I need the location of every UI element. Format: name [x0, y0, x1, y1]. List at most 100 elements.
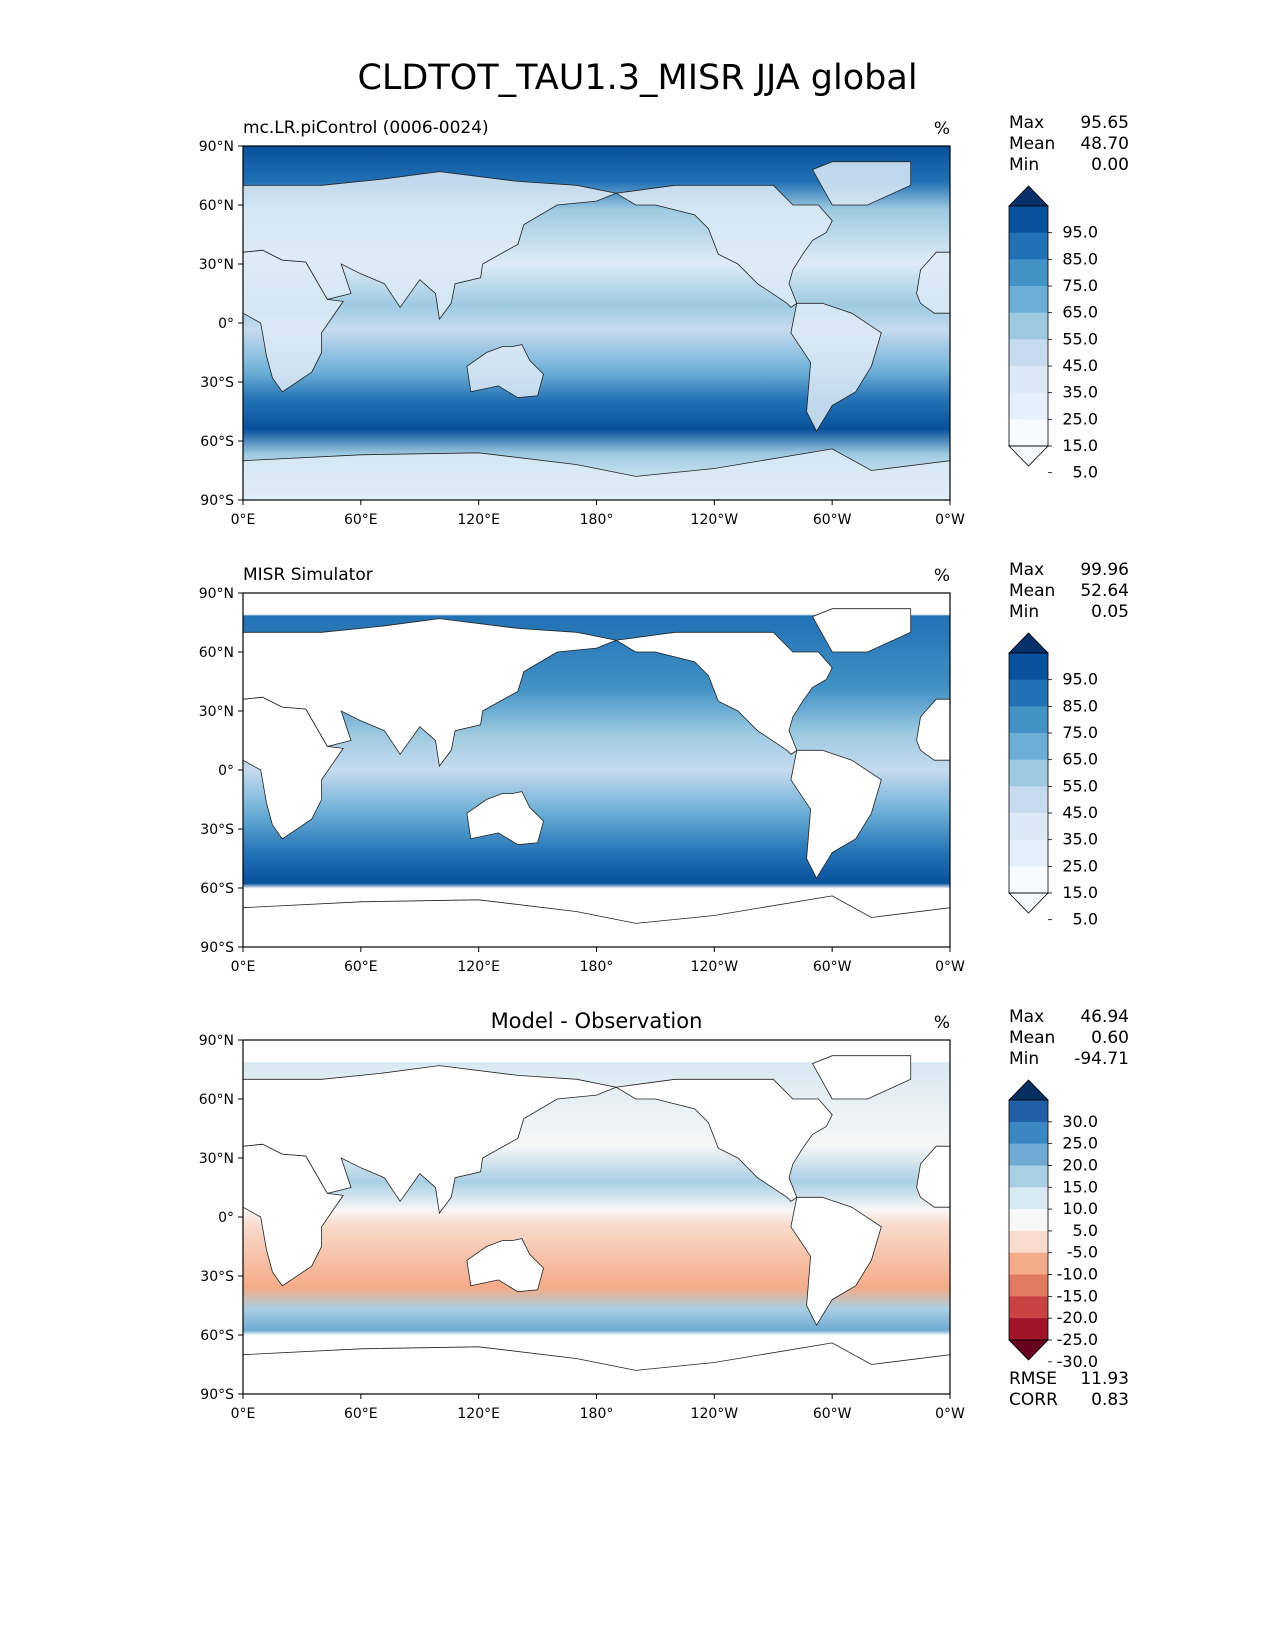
colorbar-label: 85.0	[1062, 249, 1098, 268]
colorbar-label: -15.0	[1057, 1286, 1098, 1305]
colorbar-swatch	[1009, 232, 1048, 260]
colorbar-label: 25.0	[1062, 409, 1098, 428]
coastline	[466, 1238, 544, 1293]
x-tick-label: 60°W	[813, 1406, 852, 1422]
colorbar-label: 65.0	[1062, 750, 1098, 769]
colorbar-label: -10.0	[1057, 1265, 1098, 1284]
colorbar-frame	[1008, 1099, 1049, 1341]
colorbar-label: 10.0	[1062, 1199, 1098, 1218]
colorbar-label: 55.0	[1062, 329, 1098, 348]
colorbar-label: -30.0	[1057, 1352, 1098, 1371]
coastline	[790, 302, 882, 433]
coastline	[242, 171, 618, 321]
y-tick-label: 0°	[218, 1210, 234, 1226]
colorbar-label: 15.0	[1062, 1177, 1098, 1196]
colorbar-swatch	[1009, 1121, 1048, 1145]
colorbar-swatch	[1009, 1165, 1048, 1188]
x-tick-label: 0°E	[231, 1406, 256, 1422]
y-tick-label: 60°S	[200, 881, 234, 897]
colorbar-swatch	[1009, 419, 1048, 447]
y-tick-label: 60°S	[200, 1328, 234, 1344]
colorbar-swatch	[1009, 259, 1048, 287]
colorbar-swatch	[1009, 366, 1048, 394]
coastline	[614, 1078, 833, 1202]
stat-mean-value: 0.60	[1091, 1028, 1129, 1048]
y-tick-label: 0°	[218, 763, 234, 779]
x-tick-label: 60°W	[813, 959, 852, 975]
colorbar-swatch	[1009, 1296, 1048, 1319]
colorbar-swatch	[1009, 733, 1048, 761]
colorbar-swatch	[1009, 286, 1048, 314]
colorbar-label: 55.0	[1062, 776, 1098, 795]
x-tick-label: 60°E	[344, 1406, 378, 1422]
x-tick-label: 60°W	[813, 512, 852, 528]
colorbar-label: 15.0	[1062, 436, 1098, 455]
map-panel-3: Model - Observation % 90°N 60°N 30°N 0° 30°S 60…	[199, 1007, 1129, 1422]
x-tick-label: 120°W	[691, 1406, 739, 1422]
x-tick-label: 0°E	[231, 512, 256, 528]
colorbar-frame	[1008, 205, 1049, 447]
stat-mean-value: 52.64	[1080, 581, 1129, 601]
y-tick-label: 30°S	[200, 1269, 234, 1285]
panel-title: MISR Simulator	[243, 565, 373, 585]
colorbar-label: -5.0	[1067, 1243, 1098, 1262]
colorbar-min-arrow	[1008, 1339, 1049, 1361]
coastline	[466, 791, 544, 846]
stat-max-label: Max	[1009, 113, 1044, 133]
map-panel-2: MISR Simulator % 90°N 60°N 30°N 0° 30°S 60°S 90°…	[199, 560, 1129, 975]
y-tick-label: 90°S	[200, 493, 234, 509]
y-tick-label: 60°S	[200, 434, 234, 450]
y-tick-label: 30°S	[200, 822, 234, 838]
colorbar-swatch	[1009, 679, 1048, 707]
colorbar-swatch	[1009, 813, 1048, 841]
colorbar-swatch	[1009, 1209, 1048, 1232]
colorbar-label: 75.0	[1062, 723, 1098, 742]
units-label: %	[934, 566, 950, 586]
colorbar-swatch	[1009, 866, 1048, 894]
colorbar-max-arrow	[1008, 185, 1049, 207]
corr-value: 0.83	[1091, 1390, 1129, 1410]
colorbar-label: 30.0	[1062, 1112, 1098, 1131]
stat-mean-label: Mean	[1009, 1028, 1055, 1048]
colorbar-swatch	[1009, 759, 1048, 787]
y-tick-label: 90°S	[200, 940, 234, 956]
colorbar-label: 95.0	[1062, 223, 1098, 242]
colorbar-swatch	[1009, 1252, 1048, 1276]
colorbar-swatch	[1009, 206, 1048, 234]
x-tick-label: 0°W	[935, 959, 965, 975]
corr-label: CORR	[1009, 1390, 1058, 1410]
stat-max-value: 95.65	[1080, 113, 1129, 133]
rmse-value: 11.93	[1080, 1369, 1129, 1389]
colorbar-max-arrow	[1008, 1079, 1049, 1101]
coastline	[811, 161, 912, 206]
colorbar-swatch	[1009, 839, 1048, 867]
y-tick-label: 30°N	[199, 257, 234, 273]
colorbar-swatch	[1009, 653, 1048, 681]
colorbar-max-arrow	[1008, 632, 1049, 654]
coastline	[790, 1196, 882, 1327]
x-tick-label: 180°	[580, 959, 614, 975]
stat-max-value: 46.94	[1080, 1007, 1129, 1027]
coastline	[790, 749, 882, 880]
coastline	[811, 1055, 912, 1100]
rmse-label: RMSE	[1009, 1369, 1057, 1389]
colorbar-swatch	[1009, 1187, 1048, 1210]
colorbar-swatch	[1009, 312, 1048, 340]
stat-max-label: Max	[1009, 560, 1044, 580]
x-tick-label: 120°E	[457, 959, 500, 975]
coastline	[614, 631, 833, 755]
colorbar-label: 45.0	[1062, 803, 1098, 822]
colorbar-label: -25.0	[1057, 1330, 1098, 1349]
stat-min-label: Min	[1009, 1049, 1039, 1069]
x-tick-label: 0°W	[935, 1406, 965, 1422]
y-tick-label: 0°	[218, 316, 234, 332]
colorbar-swatch	[1009, 1100, 1048, 1123]
stat-max-value: 99.96	[1080, 560, 1129, 580]
colorbar-swatch	[1009, 392, 1048, 420]
stat-mean-label: Mean	[1009, 581, 1055, 601]
x-tick-label: 0°W	[935, 512, 965, 528]
colorbar-label: 25.0	[1062, 1134, 1098, 1153]
stat-mean-value: 48.70	[1080, 134, 1129, 154]
panel-title: mc.LR.piControl (0006-0024)	[243, 118, 489, 138]
